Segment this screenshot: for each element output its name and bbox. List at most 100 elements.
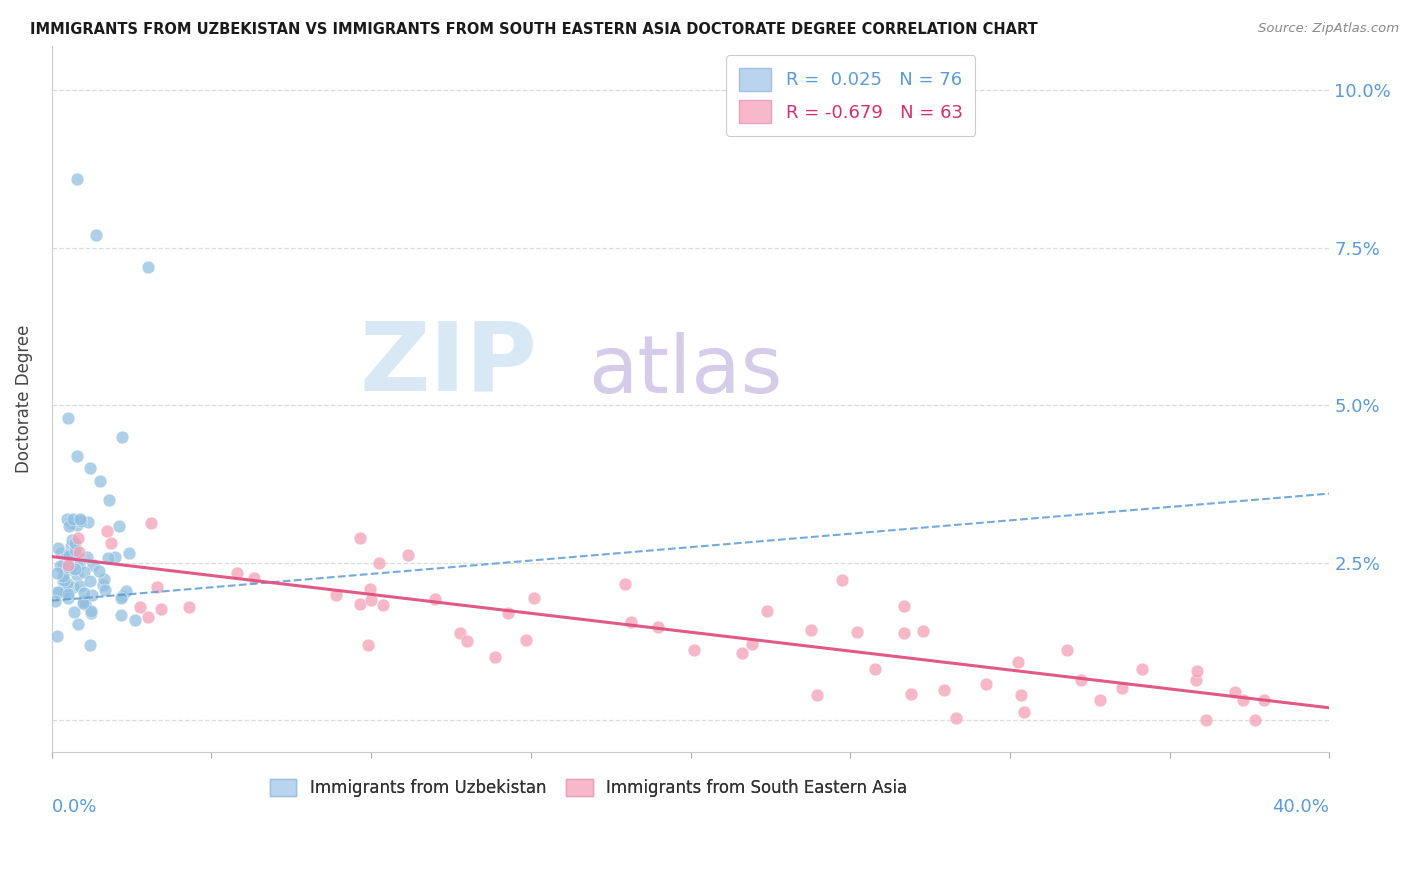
Point xyxy=(932,683,955,698)
Point xyxy=(974,677,997,691)
Point xyxy=(115,583,138,598)
Point xyxy=(1232,693,1254,707)
Point xyxy=(515,633,537,648)
Point xyxy=(53,584,76,599)
Point xyxy=(93,582,115,597)
Point xyxy=(52,574,75,588)
Point xyxy=(128,600,150,615)
Point xyxy=(1007,655,1029,669)
Point xyxy=(91,578,114,592)
Point xyxy=(110,591,132,606)
Point xyxy=(484,649,506,664)
Point xyxy=(55,584,77,599)
Point xyxy=(80,604,103,618)
Point xyxy=(56,558,79,572)
Point xyxy=(1090,692,1112,706)
Point xyxy=(93,572,115,586)
Point xyxy=(62,512,84,526)
Point xyxy=(349,531,371,545)
Point xyxy=(359,582,381,597)
Point xyxy=(46,585,69,599)
Point xyxy=(911,624,934,639)
Point xyxy=(52,573,75,587)
Point xyxy=(45,566,67,581)
Point xyxy=(96,524,118,539)
Point xyxy=(360,593,382,607)
Point xyxy=(44,594,66,608)
Point xyxy=(111,430,134,444)
Point xyxy=(56,587,79,601)
Point xyxy=(450,625,472,640)
Point xyxy=(146,581,169,595)
Point xyxy=(136,610,159,624)
Point xyxy=(110,607,132,622)
Text: 0.0%: 0.0% xyxy=(52,797,97,816)
Point xyxy=(66,517,89,532)
Point xyxy=(900,687,922,701)
Point xyxy=(59,562,82,576)
Point xyxy=(1130,662,1153,676)
Point xyxy=(67,616,90,631)
Point xyxy=(86,228,108,243)
Point xyxy=(60,533,83,547)
Point xyxy=(89,474,111,488)
Point xyxy=(60,516,83,530)
Point xyxy=(831,573,853,587)
Point xyxy=(349,597,371,611)
Point xyxy=(357,638,380,652)
Point xyxy=(52,558,75,572)
Point xyxy=(325,588,347,602)
Point xyxy=(620,615,643,629)
Point xyxy=(58,549,80,563)
Text: ZIP: ZIP xyxy=(360,318,537,410)
Point xyxy=(67,545,90,559)
Point xyxy=(69,579,91,593)
Point xyxy=(371,598,394,612)
Point xyxy=(55,512,77,526)
Point xyxy=(79,461,101,475)
Point xyxy=(73,597,96,611)
Point xyxy=(60,539,83,553)
Point xyxy=(76,515,98,529)
Point xyxy=(243,571,266,585)
Point xyxy=(806,688,828,702)
Point xyxy=(1111,681,1133,696)
Point xyxy=(893,599,915,614)
Point xyxy=(56,411,79,425)
Point xyxy=(845,625,868,640)
Point xyxy=(70,514,93,528)
Point xyxy=(58,591,80,605)
Y-axis label: Doctorate Degree: Doctorate Degree xyxy=(15,325,32,474)
Text: IMMIGRANTS FROM UZBEKISTAN VS IMMIGRANTS FROM SOUTH EASTERN ASIA DOCTORATE DEGRE: IMMIGRANTS FROM UZBEKISTAN VS IMMIGRANTS… xyxy=(31,22,1038,37)
Point xyxy=(141,516,163,530)
Point xyxy=(62,580,84,594)
Point xyxy=(79,638,101,652)
Point xyxy=(67,558,90,572)
Point xyxy=(76,549,98,564)
Legend: Immigrants from Uzbekistan, Immigrants from South Eastern Asia: Immigrants from Uzbekistan, Immigrants f… xyxy=(263,772,914,804)
Point xyxy=(46,541,69,556)
Point xyxy=(63,562,86,576)
Point xyxy=(945,711,967,725)
Point xyxy=(1010,688,1032,702)
Point xyxy=(56,559,79,574)
Point xyxy=(80,606,103,620)
Point xyxy=(741,637,763,651)
Point xyxy=(863,662,886,676)
Point xyxy=(63,536,86,550)
Point xyxy=(58,519,80,533)
Point xyxy=(423,592,446,607)
Text: Source: ZipAtlas.com: Source: ZipAtlas.com xyxy=(1258,22,1399,36)
Point xyxy=(56,576,79,591)
Point xyxy=(1185,673,1208,687)
Point xyxy=(149,602,172,616)
Point xyxy=(98,492,121,507)
Point xyxy=(80,588,103,602)
Point xyxy=(731,646,754,660)
Point xyxy=(756,604,779,618)
Point xyxy=(49,559,72,574)
Point xyxy=(498,607,520,621)
Point xyxy=(108,519,131,533)
Point xyxy=(82,558,104,573)
Point xyxy=(69,512,91,526)
